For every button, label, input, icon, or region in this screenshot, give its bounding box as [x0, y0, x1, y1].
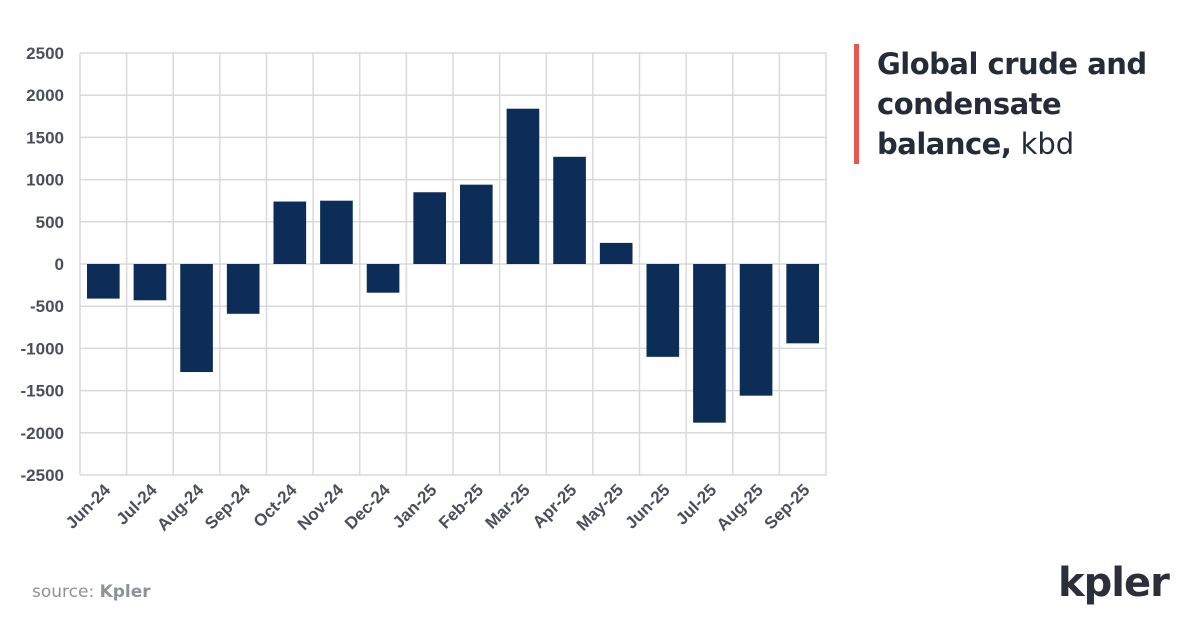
y-tick-label: -2500: [21, 466, 64, 485]
x-tick-label: Jun-25: [621, 480, 673, 532]
x-tick-label: Jun-24: [62, 480, 115, 533]
x-tick-labels: Jun-24Jul-24Aug-24Sep-24Oct-24Nov-24Dec-…: [62, 480, 814, 535]
kpler-logo: kpler: [1058, 560, 1170, 606]
x-tick-label: Sep-24: [201, 480, 254, 533]
chart-title: Global crude and condensate balance, kbd: [854, 44, 1197, 164]
x-tick-label: Feb-25: [435, 480, 487, 532]
source-note: source: Kpler: [32, 582, 151, 602]
bar: [320, 200, 353, 264]
chart-title-unit: kbd: [1020, 127, 1075, 161]
bar: [273, 201, 307, 264]
y-tick-label: 2500: [26, 44, 64, 63]
bar: [646, 264, 680, 357]
bar: [739, 264, 773, 396]
bar-chart: 2500 2000 1500 1000 500 0 -500 -1000 -1500 -2000 -…: [21, 44, 827, 535]
x-tick-label: Dec-24: [341, 480, 394, 533]
x-tick-label: Jan-25: [389, 480, 441, 532]
x-tick-label: May-25: [573, 480, 627, 534]
bar: [599, 242, 633, 264]
bars: [86, 108, 820, 423]
x-tick-label: Aug-25: [713, 480, 767, 534]
bar: [133, 264, 167, 301]
x-tick-label: Sep-25: [761, 480, 814, 533]
x-tick-label: Mar-25: [482, 480, 534, 532]
source-name: Kpler: [99, 582, 151, 602]
y-tick-labels: 2500 2000 1500 1000 500 0 -500 -1000 -1500 -2000 -…: [21, 44, 64, 485]
chart-title-main: Global crude and condensate balance,: [877, 47, 1147, 161]
bar: [506, 108, 540, 264]
bar: [413, 192, 447, 264]
x-tick-label: Oct-24: [250, 480, 301, 531]
source-prefix: source:: [32, 582, 95, 602]
bar: [786, 264, 820, 344]
bar: [366, 264, 400, 293]
y-tick-label: 2000: [26, 86, 64, 105]
bar: [226, 264, 260, 314]
y-tick-label: 1500: [26, 128, 64, 147]
bar: [553, 156, 586, 264]
bar: [180, 264, 213, 373]
bar: [86, 264, 120, 299]
x-tick-label: Aug-24: [153, 480, 208, 535]
y-tick-label: 0: [55, 255, 64, 274]
y-tick-label: -500: [30, 297, 64, 316]
y-tick-label: -1500: [21, 382, 64, 401]
y-tick-label: 1000: [26, 171, 64, 190]
y-tick-label: 500: [36, 213, 64, 232]
y-tick-label: -1000: [21, 339, 64, 358]
x-tick-label: Nov-24: [294, 480, 348, 534]
bar: [459, 184, 493, 264]
x-tick-label: Apr-25: [529, 480, 581, 532]
y-tick-label: -2000: [21, 424, 64, 443]
bar: [693, 264, 726, 423]
